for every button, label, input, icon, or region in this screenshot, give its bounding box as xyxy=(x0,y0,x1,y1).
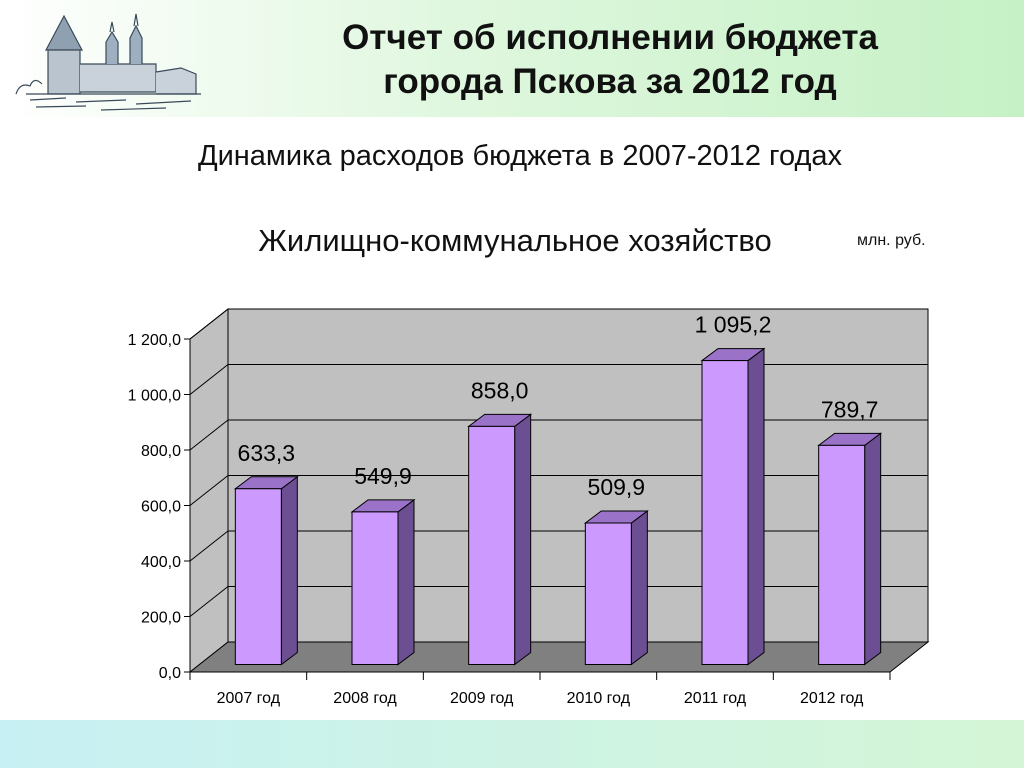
bar-side xyxy=(397,498,415,666)
bar-side xyxy=(747,347,765,666)
y-tick-label: 600,0 xyxy=(141,499,181,516)
y-tick-label: 400,0 xyxy=(141,554,181,571)
data-label: 789,7 xyxy=(821,396,879,422)
gridline-side xyxy=(189,419,229,451)
bar xyxy=(468,425,516,665)
x-tick-label: 2012 год xyxy=(800,690,864,707)
footer-band xyxy=(0,720,1024,768)
gridline-side xyxy=(189,530,229,562)
bar-side xyxy=(864,432,882,666)
data-label: 858,0 xyxy=(471,377,529,403)
x-tick-label: 2009 год xyxy=(450,690,514,707)
bar xyxy=(234,488,282,665)
page-title: Отчет об исполнении бюджета города Псков… xyxy=(230,16,990,104)
chart-section-title: Жилищно-коммунальное хозяйство xyxy=(258,223,772,258)
bar xyxy=(584,522,632,665)
bar xyxy=(351,511,399,665)
bar-side xyxy=(280,475,298,666)
data-label: 549,9 xyxy=(354,463,412,489)
gridline-side xyxy=(189,308,229,340)
data-label: 633,3 xyxy=(238,440,296,466)
page-subtitle: Динамика расходов бюджета в 2007-2012 го… xyxy=(197,140,843,172)
gridline-side xyxy=(189,364,229,395)
pskov-kremlin-drawing-icon xyxy=(15,13,201,111)
y-tick-label: 1 000,0 xyxy=(128,388,181,405)
y-tick-label: 800,0 xyxy=(141,443,181,460)
y-tick-label: 200,0 xyxy=(141,610,181,627)
bar xyxy=(701,360,749,665)
gridline-side xyxy=(189,475,229,506)
bar xyxy=(818,444,866,665)
chart-floor xyxy=(188,641,930,673)
y-tick-label: 1 200,0 xyxy=(128,332,181,349)
x-tick-label: 2007 год xyxy=(217,690,281,707)
bar-side xyxy=(514,413,532,666)
gridline-side xyxy=(189,586,229,617)
unit-label: млн. руб. xyxy=(857,232,926,249)
x-tick-label: 2010 год xyxy=(567,690,631,707)
x-tick-label: 2011 год xyxy=(684,690,747,707)
data-label: 1 095,2 xyxy=(695,312,772,338)
y-tick-label: 0,0 xyxy=(159,665,181,682)
data-label: 509,9 xyxy=(588,474,646,500)
title-line-2: города Пскова за 2012 год xyxy=(383,62,837,101)
title-line-1: Отчет об исполнении бюджета xyxy=(342,18,878,57)
header-band xyxy=(0,0,1024,117)
x-tick-label: 2008 год xyxy=(333,690,397,707)
bar-side xyxy=(630,510,648,666)
bar-chart: 0,0 200,0 400,0 600,0 800,0 1 000,0 1 200,0 633… xyxy=(128,307,930,707)
